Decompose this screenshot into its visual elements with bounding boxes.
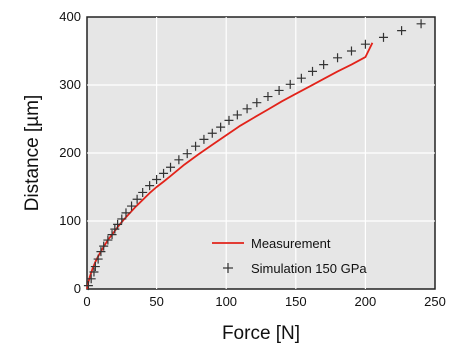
simulation-point <box>378 32 388 42</box>
simulation-point <box>89 267 99 277</box>
simulation-point <box>319 60 329 70</box>
simulation-point <box>232 110 242 120</box>
simulation-point <box>121 208 131 218</box>
simulation-point <box>96 247 106 257</box>
simulation-point <box>166 162 176 172</box>
simulation-point <box>199 134 209 144</box>
y-tick-label: 100 <box>59 213 81 228</box>
legend-simulation-label: Simulation 150 GPa <box>251 261 367 276</box>
y-tick-label: 0 <box>74 281 81 296</box>
simulation-point <box>242 104 252 114</box>
x-tick-label: 250 <box>424 294 446 309</box>
simulation-point <box>103 235 113 245</box>
legend-measurement-label: Measurement <box>251 236 331 251</box>
simulation-point <box>274 85 284 95</box>
x-tick-label: 100 <box>215 294 237 309</box>
simulation-point <box>117 214 127 224</box>
simulation-point <box>90 262 100 272</box>
y-tick-label: 300 <box>59 77 81 92</box>
series-layer <box>83 19 426 291</box>
simulation-point <box>152 175 162 185</box>
simulation-point <box>207 128 217 138</box>
simulation-point <box>224 115 234 125</box>
simulation-point <box>113 219 123 229</box>
simulation-point <box>145 181 155 191</box>
simulation-point <box>83 281 93 291</box>
x-tick-label: 50 <box>149 294 163 309</box>
simulation-point <box>416 19 426 29</box>
simulation-point <box>285 79 295 89</box>
simulation-point <box>216 122 226 132</box>
x-tick-label: 200 <box>355 294 377 309</box>
simulation-point <box>333 53 343 63</box>
x-tick-label: 0 <box>83 294 90 309</box>
simulation-point <box>93 254 103 264</box>
simulation-point <box>360 39 370 49</box>
legend: Measurement Simulation 150 GPa <box>212 236 367 276</box>
y-axis-label: Distance [µm] <box>22 95 43 212</box>
legend-simulation-marker <box>223 263 233 273</box>
simulation-point <box>159 168 169 178</box>
x-axis-label: Force [N] <box>222 323 300 344</box>
y-tick-label: 200 <box>59 145 81 160</box>
simulation-point <box>127 201 137 211</box>
simulation-point <box>252 98 262 108</box>
simulation-point <box>132 194 142 204</box>
simulation-point <box>191 141 201 151</box>
simulation-point <box>174 155 184 165</box>
simulation-point <box>397 26 407 36</box>
simulation-point <box>138 187 148 197</box>
simulation-point <box>296 73 306 83</box>
simulation-point <box>99 241 109 251</box>
simulation-point <box>182 149 192 159</box>
y-tick-label: 400 <box>59 9 81 24</box>
x-tick-label: 150 <box>285 294 307 309</box>
simulation-point <box>346 46 356 56</box>
simulation-point <box>263 92 273 102</box>
simulation-point <box>308 66 318 76</box>
simulation-point <box>86 274 96 284</box>
simulation-point <box>110 224 120 234</box>
measurement-line <box>86 42 374 290</box>
tick-layer: 0 50 100 150 200 250 0 100 200 300 400 <box>59 9 446 309</box>
simulation-point <box>107 230 117 240</box>
